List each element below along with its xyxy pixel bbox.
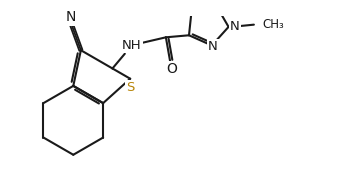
Text: N: N [230, 20, 240, 33]
Text: S: S [126, 81, 135, 94]
Text: O: O [166, 62, 177, 76]
Text: CH₃: CH₃ [263, 18, 284, 31]
Text: N: N [65, 10, 76, 24]
Text: NH: NH [122, 39, 142, 52]
Text: N: N [208, 40, 218, 53]
